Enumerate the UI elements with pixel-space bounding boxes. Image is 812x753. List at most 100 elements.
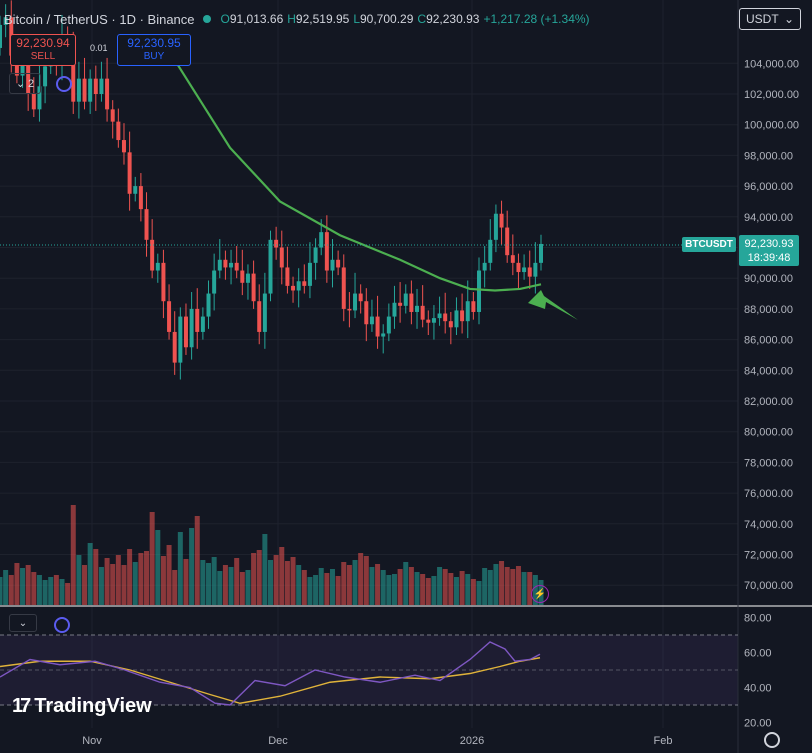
sell-label: SELL [30,51,56,62]
time-tick-label: 2026 [460,735,484,747]
rsi-line [0,641,541,706]
volume-bar [53,575,59,605]
candle-body [460,310,465,322]
candle-body [336,259,341,268]
volume-bar [307,577,313,605]
candle-body [161,262,166,302]
volume-bar [189,528,195,605]
chart-header: Bitcoin / TetherUS · 1D · Binance O91,01… [4,10,590,28]
volume-bar [115,555,121,605]
indicators-toggle-button[interactable]: ⌄ 2 [9,73,41,94]
volume-bar [504,567,510,605]
volume-bar [329,569,335,605]
volume-bar [87,543,93,605]
candle-body [291,285,296,291]
rsi-tick-label: 80.00 [744,613,772,625]
volume-bar [132,562,138,605]
candle-body [330,259,335,271]
volume-bar [110,564,116,605]
ohlc-high: H92,519.95 [287,12,350,26]
volume-bar [290,557,296,605]
volume-bar [375,564,381,605]
candle-body [223,259,228,268]
volume-bar [25,565,31,605]
volume-bar [127,549,133,605]
tradingview-logo[interactable]: 17 TradingView [12,695,152,718]
candle-body [510,255,515,263]
candle-body [155,262,160,271]
candle-body [172,331,177,363]
volume-bar [251,553,257,605]
price-tick-label: 74,000.00 [744,519,793,531]
time-axis: Nov Dec 2026 Feb [82,735,672,747]
candle-body [386,316,391,334]
candle-body [364,301,369,325]
rsi-tick-label: 20.00 [744,718,772,730]
ohlc-close: C92,230.93 [417,12,480,26]
volume-bar [20,568,26,605]
symbol-title[interactable]: Bitcoin / TetherUS · 1D · Binance [4,11,195,27]
candle-body [26,55,31,94]
rsi-collapse-button[interactable]: ⌄ [9,614,37,632]
candle-body [381,333,386,337]
candle-body [195,308,200,332]
gear-icon[interactable] [764,732,780,748]
volume-bar [482,568,488,605]
candle-body [279,247,284,268]
price-tick-label: 80,000.00 [744,427,793,439]
volume-bar [8,575,14,605]
candle-body [251,273,256,302]
loading-circle-icon[interactable] [56,76,72,92]
volume-bar [172,570,178,605]
candle-body [234,262,239,271]
price-tick-label: 72,000.00 [744,550,793,562]
volume-bar [324,573,330,605]
indicators-count: 2 [28,77,35,90]
volume-bar [234,558,240,605]
volume-bar [414,572,420,605]
candle-body [206,293,211,317]
price-tick-label: 98,000.00 [744,150,793,162]
candle-body [200,316,205,332]
volume-bar [194,516,200,605]
sell-button[interactable]: 92,230.94 SELL [10,34,76,66]
rsi-loading-icon[interactable] [54,617,70,633]
candle-body [167,301,172,332]
volume-bar [138,553,144,605]
volume-bar [510,569,516,605]
candle-body [43,66,48,87]
flash-icon[interactable]: ⚡ [531,585,549,603]
volume-bar [352,560,358,605]
volume-bar [155,530,161,605]
candle-body [488,239,493,263]
candle-body [133,186,138,194]
currency-select[interactable]: USDT ⌄ [739,8,801,30]
volume-bar [273,555,279,605]
grid [0,0,738,728]
volume-bar [465,574,471,605]
currency-label: USDT [746,12,779,26]
candle-body [144,209,149,240]
price-tick-label: 86,000.00 [744,335,793,347]
candle-body [341,267,346,309]
volume-bar [228,567,234,605]
candle-body [302,281,307,286]
chevron-down-icon: ⌄ [18,617,28,629]
candle-body [516,262,521,273]
price-tick-label: 78,000.00 [744,457,793,469]
candle-body [527,267,532,277]
candle-body [482,262,487,271]
price-tick-label: 100,000.00 [744,120,799,132]
rsi-axis: 80.00 60.00 40.00 20.00 [744,613,772,730]
price-tick-label: 76,000.00 [744,488,793,500]
candle-body [127,152,132,194]
candle-body [268,239,273,294]
candle-body [324,232,329,271]
volume-bar [442,569,448,605]
volume-bar [448,573,454,605]
buy-button[interactable]: 92,230.95 BUY [117,34,191,66]
moving-average-line [169,51,542,292]
rsi-tick-label: 60.00 [744,648,772,660]
volume-bar [160,556,166,605]
